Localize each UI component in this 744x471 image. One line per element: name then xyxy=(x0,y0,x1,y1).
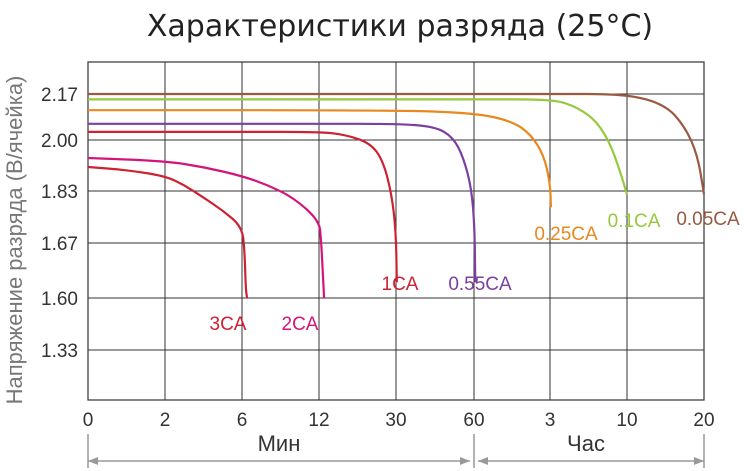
x-unit-hours: Час xyxy=(567,431,605,456)
x-ticks: 0 2 6 12 30 60 3 10 20 xyxy=(83,410,715,431)
series-lines xyxy=(87,92,706,299)
series-label-1CA: 1CA xyxy=(382,274,419,295)
series-line-1CA xyxy=(87,130,398,283)
x-tick-label: 10 xyxy=(616,410,637,431)
x-tick-label: 6 xyxy=(237,410,248,431)
y-tick-label: 1.67 xyxy=(41,234,78,255)
x-unit-minutes: Мин xyxy=(258,431,301,456)
series-line-2CA xyxy=(87,156,326,299)
series-labels: 3CA 2CA 1CA 0.55CA 0.25CA 0.1CA 0.05CA xyxy=(210,209,740,335)
series-line-0.25CA xyxy=(88,109,552,208)
y-tick-label: 1.83 xyxy=(41,182,78,203)
x-tick-label: 0 xyxy=(83,410,94,431)
x-unit-scale: Мин Час xyxy=(87,428,705,468)
series-line-0.05CA xyxy=(88,92,706,195)
series-label-0.25CA: 0.25CA xyxy=(534,224,598,245)
y-tick-label: 1.33 xyxy=(41,341,78,362)
y-ticks: 2.17 2.00 1.83 1.67 1.60 1.33 xyxy=(41,85,78,362)
x-tick-label: 3 xyxy=(545,410,556,431)
x-tick-label: 2 xyxy=(160,410,171,431)
grid xyxy=(87,61,705,401)
chart-title: Характеристики разряда (25°C) xyxy=(147,9,653,44)
series-label-0.55CA: 0.55CA xyxy=(448,274,512,295)
series-line-3CA xyxy=(87,165,249,299)
x-tick-label: 12 xyxy=(308,410,329,431)
series-label-3CA: 3CA xyxy=(210,314,247,335)
y-tick-label: 1.60 xyxy=(41,289,78,310)
series-line-0.1CA xyxy=(87,98,629,195)
y-tick-label: 2.00 xyxy=(41,131,78,152)
x-tick-label: 60 xyxy=(463,410,484,431)
series-label-2CA: 2CA xyxy=(282,314,319,335)
series-line-0.55CA xyxy=(87,122,477,283)
series-label-0.1CA: 0.1CA xyxy=(608,211,661,232)
y-axis-label: Напряжение разряда (В/ячейка) xyxy=(2,76,27,405)
x-tick-label: 30 xyxy=(385,410,406,431)
x-tick-label: 20 xyxy=(693,410,714,431)
series-label-0.05CA: 0.05CA xyxy=(676,209,740,230)
y-tick-label: 2.17 xyxy=(41,85,78,106)
